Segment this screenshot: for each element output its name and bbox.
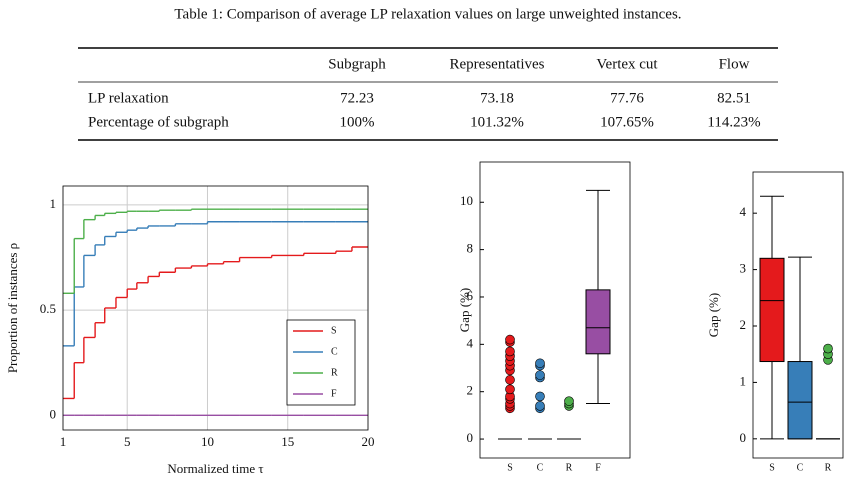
outlier [505,384,515,395]
box [585,289,611,355]
x-tick-label: C [537,462,544,473]
table-cell: 77.76 [610,90,644,106]
x-tick-label: R [825,462,832,473]
table-header: Representatives [450,56,545,72]
table-cell: 107.65% [600,114,654,130]
x-tick-label: 10 [201,434,214,449]
legend-label: C [331,346,338,357]
y-tick-label: 4 [740,204,747,219]
x-tick-label: 20 [362,434,375,449]
y-tick-label: 1 [50,196,57,211]
outlier [535,370,545,380]
table-header: Vertex cut [596,56,658,72]
table-header: Subgraph [328,56,386,72]
y-axis-label: Gap (%) [706,293,721,337]
table-cell: 114.23% [707,114,760,130]
outlier [505,375,515,385]
y-tick-label: 1 [740,373,747,388]
y-axis-label: Gap (%) [457,288,472,332]
x-tick-label: 5 [124,434,131,449]
table-cell: 101.32% [470,114,524,130]
outlier [505,346,515,357]
plot-frame [752,171,844,459]
x-tick-label: S [769,462,775,473]
box [787,361,813,440]
table-caption: Table 1: Comparison of average LP relaxa… [174,6,681,22]
table-header: Flow [719,56,750,72]
table-cell: 100% [340,114,375,130]
y-axis-label: Proportion of instances ρ [5,243,20,373]
plot-frame [479,161,631,459]
legend-label: R [331,367,338,378]
table-cell: 72.23 [340,90,374,106]
box [759,257,785,363]
outlier [505,334,515,345]
outlier [823,343,833,354]
outlier [564,396,574,406]
table-cell: 82.51 [717,90,751,106]
plot-frame [62,185,369,431]
table-cell: 73.18 [480,90,514,106]
y-tick-label: 2 [467,383,474,398]
outlier [535,401,545,411]
x-tick-label: F [595,462,601,473]
x-tick-label: 15 [281,434,294,449]
row-label: Percentage of subgraph [88,114,229,130]
y-tick-label: 2 [740,317,747,332]
x-tick-label: R [566,462,573,473]
x-tick-label: S [507,462,513,473]
y-tick-label: 0 [467,430,474,445]
x-axis-label: Normalized time τ [167,461,263,476]
outlier [535,358,545,369]
legend-box [286,319,356,406]
x-tick-label: C [797,462,804,473]
y-tick-label: 0.5 [40,301,56,316]
y-tick-label: 6 [467,288,474,303]
x-tick-label: 1 [60,434,67,449]
legend-label: F [331,388,337,399]
legend-label: S [331,325,337,336]
row-label: LP relaxation [88,90,169,106]
outlier [535,391,545,402]
y-tick-label: 10 [460,193,473,208]
y-tick-label: 3 [740,261,747,276]
y-tick-label: 4 [467,335,474,350]
y-tick-label: 8 [467,241,474,256]
y-tick-label: 0 [50,406,57,421]
y-tick-label: 0 [740,430,747,445]
